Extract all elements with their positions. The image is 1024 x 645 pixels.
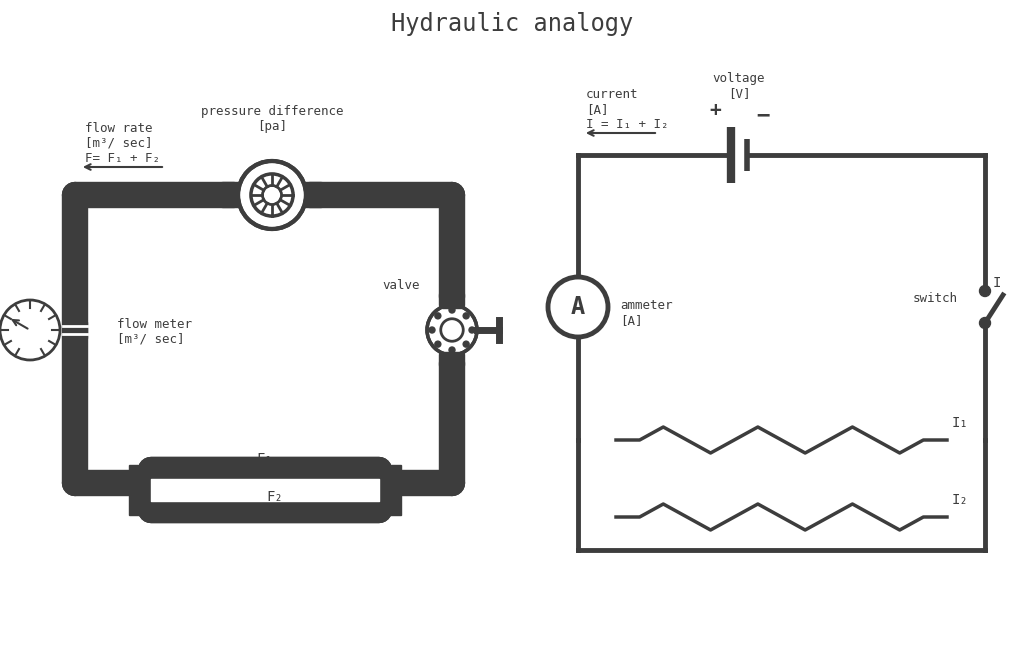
Text: F₂: F₂ [266, 490, 284, 504]
Circle shape [463, 341, 469, 347]
Text: A: A [570, 295, 585, 319]
Circle shape [469, 327, 475, 333]
Text: −: − [757, 105, 770, 125]
Text: +: + [710, 101, 721, 120]
Text: pressure difference
[pa]: pressure difference [pa] [201, 105, 343, 133]
Circle shape [435, 341, 441, 347]
Circle shape [980, 286, 990, 297]
Text: valve: valve [382, 279, 420, 292]
Circle shape [429, 327, 435, 333]
Text: F₁: F₁ [257, 452, 273, 466]
Circle shape [980, 317, 990, 328]
Circle shape [435, 313, 441, 319]
Text: I₁: I₁ [952, 416, 969, 430]
Text: switch: switch [913, 292, 958, 306]
FancyBboxPatch shape [225, 185, 241, 205]
Circle shape [238, 161, 306, 229]
Text: I₂: I₂ [952, 493, 969, 507]
FancyBboxPatch shape [129, 465, 151, 515]
Circle shape [449, 347, 455, 353]
Text: flow meter
[m³/ sec]: flow meter [m³/ sec] [117, 318, 193, 346]
Text: Hydraulic analogy: Hydraulic analogy [391, 12, 633, 36]
Circle shape [548, 277, 608, 337]
Text: current
[A]
I = I₁ + I₂: current [A] I = I₁ + I₂ [586, 88, 669, 131]
Text: voltage
[V]: voltage [V] [713, 72, 765, 100]
FancyBboxPatch shape [303, 185, 319, 205]
Text: flow rate
[m³/ sec]
F= F₁ + F₂: flow rate [m³/ sec] F= F₁ + F₂ [85, 122, 160, 165]
Circle shape [449, 307, 455, 313]
FancyBboxPatch shape [63, 322, 87, 338]
Text: ammeter
[A]: ammeter [A] [620, 299, 673, 327]
FancyBboxPatch shape [442, 352, 462, 362]
Circle shape [427, 305, 477, 355]
Circle shape [463, 313, 469, 319]
FancyBboxPatch shape [442, 298, 462, 308]
Text: I: I [993, 276, 1001, 290]
FancyBboxPatch shape [379, 465, 401, 515]
